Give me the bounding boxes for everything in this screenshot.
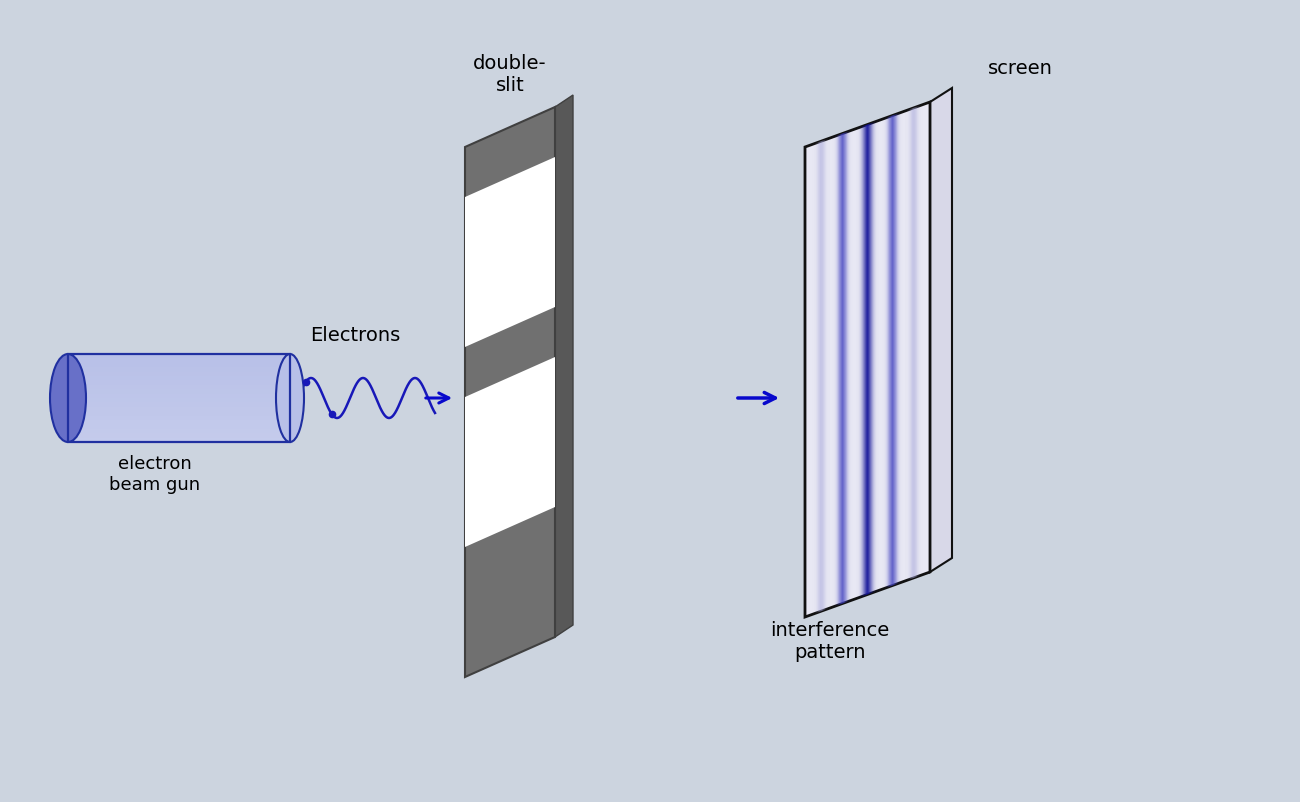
- Polygon shape: [465, 107, 555, 677]
- Bar: [68, 354, 290, 443]
- Polygon shape: [805, 103, 930, 618]
- Text: screen: screen: [988, 59, 1053, 78]
- Polygon shape: [555, 96, 573, 638]
- Bar: [68, 385, 290, 390]
- Bar: [68, 399, 290, 403]
- Bar: [68, 411, 290, 416]
- Bar: [68, 394, 290, 399]
- Bar: [68, 407, 290, 411]
- Bar: [68, 359, 290, 363]
- Polygon shape: [930, 89, 952, 573]
- Text: electron
beam gun: electron beam gun: [109, 455, 200, 493]
- Bar: [68, 368, 290, 372]
- Text: Electrons: Electrons: [309, 326, 400, 345]
- Bar: [68, 434, 290, 438]
- Bar: [68, 420, 290, 425]
- Bar: [68, 354, 290, 359]
- Bar: [68, 438, 290, 443]
- Bar: [68, 416, 290, 420]
- Polygon shape: [465, 358, 555, 547]
- Bar: [68, 372, 290, 376]
- Bar: [68, 390, 290, 394]
- Bar: [68, 429, 290, 434]
- Polygon shape: [465, 158, 555, 347]
- Bar: [68, 376, 290, 381]
- Bar: [68, 403, 290, 407]
- Bar: [68, 425, 290, 429]
- Bar: [68, 363, 290, 368]
- Bar: [68, 381, 290, 385]
- Text: double-
slit: double- slit: [473, 54, 547, 95]
- Ellipse shape: [49, 354, 86, 443]
- Text: interference
pattern: interference pattern: [771, 620, 889, 661]
- Ellipse shape: [276, 354, 304, 443]
